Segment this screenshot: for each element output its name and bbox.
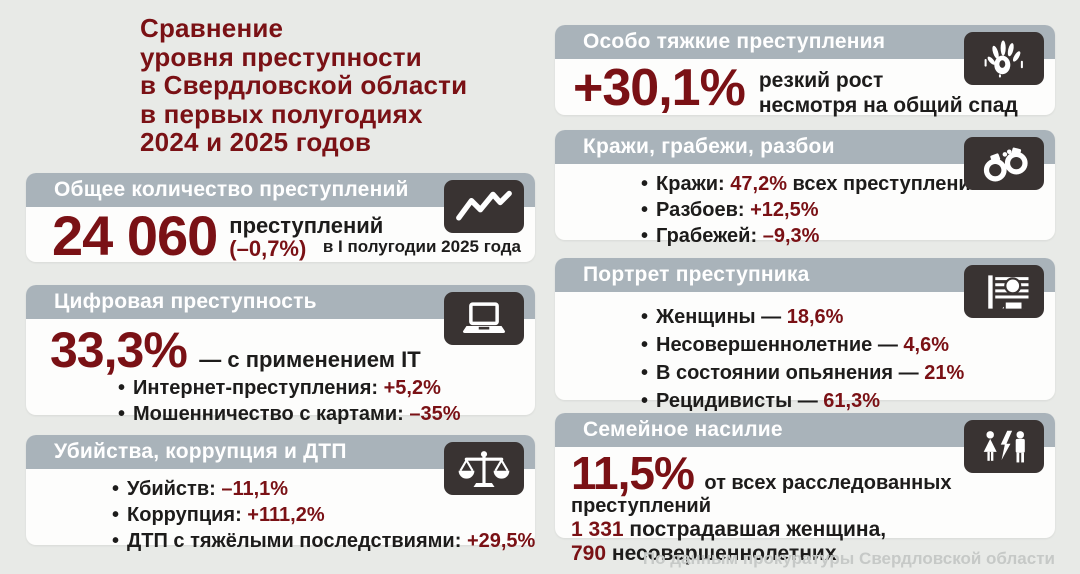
stat-label: Несовершеннолетние — [656,334,904,356]
domestic-share-value: 11,5% [571,447,695,499]
stat-bullet: Интернет-преступления: +5,2% [118,375,535,401]
total-count-value: 24 060 [52,204,218,267]
laptop-icon [444,292,524,345]
domestic-women-count: 1 331 [571,518,624,541]
domestic-minors-label: несовершеннолетних [606,542,837,565]
stat-value: 18,6% [786,306,844,328]
domestic-violence-icon [964,420,1044,473]
stat-bullet: Рецидивисты — 61,3% [641,387,1055,415]
grave-stat-row: +30,1% резкий рост несмотря на общий спа… [555,59,1055,118]
stat-value: 4,6% [903,334,950,356]
stat-bullet: Несовершеннолетние — 4,6% [641,331,1055,359]
card-domestic-violence: Семейное насилие 11,5% от всех расследов… [555,413,1055,565]
total-stat-row: 24 060 преступлений (–0,7%) [26,204,535,267]
stat-bullet: ДТП с тяжёлыми последствиями: +29,5% [112,528,535,554]
digital-share-value: 33,3% [50,322,188,378]
card-murders-corruption: Убийства, коррупция и ДТП Убийств: –11,1… [26,435,535,552]
stat-bullet: Грабежей: –9,3% [641,223,1055,249]
mugshot-icon [964,265,1044,318]
stat-label: Кражи: [656,173,731,195]
grave-note-line1: резкий рост [758,69,884,92]
stat-value: +111,2% [247,504,325,526]
grave-growth-value: +30,1% [573,59,746,117]
scales-icon [444,442,524,495]
stat-suffix: всех преступлений [786,173,984,195]
stat-label: Мошенничество с картами: [133,403,410,425]
stat-label: Разбоев: [656,199,751,221]
stat-value: 21% [924,362,965,384]
stat-bullet: Мошенничество с картами: –35% [118,401,535,427]
domestic-stat-row: 11,5% от всех расследованных преступлени… [571,450,1055,518]
stat-bullet: Женщины — 18,6% [641,303,1055,331]
stat-bullet: Коррупция: +111,2% [112,502,535,528]
grave-note-line2: несмотря на общий спад [758,94,1018,117]
source-attribution: По данным прокуратуры Свердловской облас… [642,549,1055,568]
total-unit-label: преступлений [229,213,384,238]
stat-value: +29,5% [466,530,536,552]
domestic-victims-women: 1 331 пострадавшая женщина, [571,518,1055,542]
stat-label: Интернет-преступления: [133,377,384,399]
trend-chart-icon [444,180,524,233]
domestic-victims-minors: 790 несовершеннолетних [571,542,1055,566]
card-total-crimes: Общее количество преступлений 24 060 пре… [26,173,535,267]
handcuffs-icon [964,137,1044,190]
stat-value: –35% [409,403,461,425]
stat-value: –11,1% [221,478,289,500]
domestic-women-label: пострадавшая женщина, [623,518,887,541]
stat-label: В состоянии опьянения — [656,362,925,384]
total-delta-value: (–0,7%) [229,236,307,261]
stat-bullet: Убийств: –11,1% [112,476,535,502]
digital-share-label: — с применением IT [199,347,421,372]
card-criminal-portrait: Портрет преступника Женщины — 18,6% Несо… [555,258,1055,412]
card-digital-crime: Цифровая преступность 33,3% — с применен… [26,285,535,425]
blood-hand-icon [964,32,1044,85]
stat-value: 47,2% [730,173,787,195]
card-grave-crimes: Особо тяжкие преступления +30,1% резкий … [555,25,1055,118]
stat-value: –9,3% [762,225,820,247]
stat-bullet: Кражи: 47,2% всех преступлений [641,171,1055,197]
stat-label: Грабежей: [656,225,763,247]
digital-stat-row: 33,3% — с применением IT [26,319,535,375]
card-theft-robbery: Кражи, грабежи, разбои Кражи: 47,2% всех… [555,130,1055,247]
stat-label: Рецидивисты — [656,390,824,412]
domestic-share-label: от всех расследованных преступлений [571,472,952,517]
stat-label: Женщины — [656,306,787,328]
stat-bullet: В состоянии опьянения — 21% [641,359,1055,387]
stat-label: Убийств: [127,478,222,500]
domestic-minors-count: 790 [571,542,607,565]
page-title: Сравнение уровня преступности в Свердлов… [140,13,468,157]
total-period-label: в I полугодии 2025 года [322,237,521,256]
stat-value: 61,3% [823,390,880,412]
stat-bullet: Разбоев: +12,5% [641,197,1055,223]
stat-value: +5,2% [383,377,441,399]
stat-value: +12,5% [750,199,819,221]
stat-label: ДТП с тяжёлыми последствиями: [127,530,467,552]
grave-note: резкий рост несмотря на общий спад [759,64,1018,118]
stat-label: Коррупция: [127,504,248,526]
total-unit-block: преступлений (–0,7%) [229,211,383,260]
